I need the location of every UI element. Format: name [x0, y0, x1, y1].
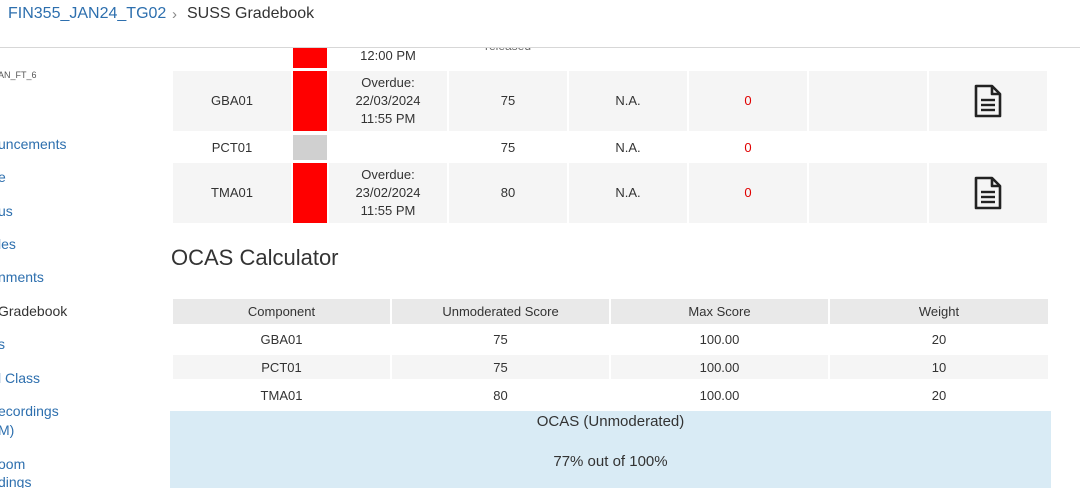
ocas-summary-panel: OCAS (Unmoderated) 77% out of 100% — [170, 411, 1051, 488]
due-date-tma01: Overdue: 23/02/2024 11:55 PM — [329, 163, 447, 223]
due-line: Overdue: — [361, 75, 415, 90]
ocas-cell: TMA01 — [260, 387, 303, 403]
breadcrumb-current-page: SUSS Gradebook — [187, 5, 315, 22]
sidebar-item-assignments[interactable]: nments — [0, 269, 44, 285]
ocas-header-max: Max Score — [611, 299, 828, 324]
sidebar-item-recordings[interactable]: ecordings — [0, 403, 59, 419]
doc-cell-gba01 — [929, 71, 1047, 131]
empty-cell-tma01 — [809, 163, 927, 223]
sidebar-term-label: AN_FT_6 — [0, 70, 37, 80]
ocas-cell: 100.00 — [699, 387, 740, 403]
score-tma01: 80 — [449, 163, 567, 223]
breadcrumb-separator-icon: › — [172, 6, 177, 23]
moderated-tma01: N.A. — [569, 163, 687, 223]
status-bar-gba01 — [293, 71, 327, 131]
course-sidebar: AN_FT_6 uncements e us les nments Gradeb… — [0, 48, 160, 488]
ocas-cell: 100.00 — [699, 331, 740, 347]
due-line: 22/03/2024 — [355, 93, 421, 108]
doc-cell-tma01 — [929, 163, 1047, 223]
sidebar-item-zoom[interactable]: oom — [0, 456, 26, 472]
ocas-header-unmoderated: Unmoderated Score — [392, 299, 609, 324]
assignment-name-pct01: PCT01 — [173, 134, 291, 161]
sidebar-item-suss-gradebook[interactable]: Gradebook — [0, 303, 68, 319]
ocas-cell: PCT01 — [173, 355, 390, 379]
due-date-partial: 12:00 PM — [329, 46, 447, 66]
penalty-gba01: 0 — [689, 71, 807, 131]
due-line: Overdue: — [361, 167, 415, 182]
due-line: 11:55 PM — [360, 111, 416, 126]
sidebar-item-home[interactable]: e — [0, 169, 6, 185]
ocas-summary-value: 77% out of 100% — [553, 453, 668, 470]
sidebar-item-announcements[interactable]: uncements — [0, 136, 67, 152]
score-gba01: 75 — [449, 71, 567, 131]
ocas-summary-title: OCAS (Unmoderated) — [536, 413, 685, 430]
breadcrumb-course-link[interactable]: FIN355_JAN24_TG02 — [8, 5, 167, 22]
assignment-name-tma01: TMA01 — [173, 163, 291, 223]
score-pct01: 75 — [449, 134, 567, 161]
penalty-tma01: 0 — [689, 163, 807, 223]
ocas-cell: GBA01 — [260, 331, 303, 347]
ocas-cell: 10 — [830, 355, 1048, 379]
due-line: 11:55 PM — [360, 203, 416, 218]
due-date-gba01: Overdue: 22/03/2024 11:55 PM — [329, 71, 447, 131]
ocas-header-weight: Weight — [830, 299, 1048, 324]
assignment-name-gba01: GBA01 — [173, 71, 291, 131]
due-line: 23/02/2024 — [355, 185, 421, 200]
ocas-cell: 100.00 — [611, 355, 828, 379]
sidebar-item-virtual-class[interactable]: l Class — [0, 370, 41, 386]
ocas-cell: 75 — [392, 355, 609, 379]
ocas-cell: 80 — [493, 387, 508, 403]
document-icon[interactable] — [973, 175, 1003, 211]
ocas-cell: 20 — [931, 387, 947, 403]
empty-cell-gba01 — [809, 71, 927, 131]
document-icon[interactable] — [973, 83, 1003, 119]
ocas-cell: 75 — [493, 331, 508, 347]
sidebar-item-modules[interactable]: les — [0, 236, 16, 252]
ocas-header-component: Component — [173, 299, 390, 324]
moderated-gba01: N.A. — [569, 71, 687, 131]
sidebar-item-zoom-line2[interactable]: dings — [0, 474, 32, 488]
penalty-pct01: 0 — [689, 134, 807, 161]
breadcrumb-bar: FIN355_JAN24_TG02 › SUSS Gradebook — [0, 0, 1080, 48]
moderated-pct01: N.A. — [569, 134, 687, 161]
status-bar-tma01 — [293, 163, 327, 223]
sidebar-item-syllabus[interactable]: us — [0, 203, 13, 219]
ocas-calculator-heading: OCAS Calculator — [171, 245, 339, 270]
status-bar-pct01 — [293, 135, 327, 160]
ocas-cell: 20 — [931, 331, 947, 347]
sidebar-item-recordings-line2[interactable]: M) — [0, 422, 15, 438]
sidebar-item-grades[interactable]: s — [0, 336, 5, 352]
